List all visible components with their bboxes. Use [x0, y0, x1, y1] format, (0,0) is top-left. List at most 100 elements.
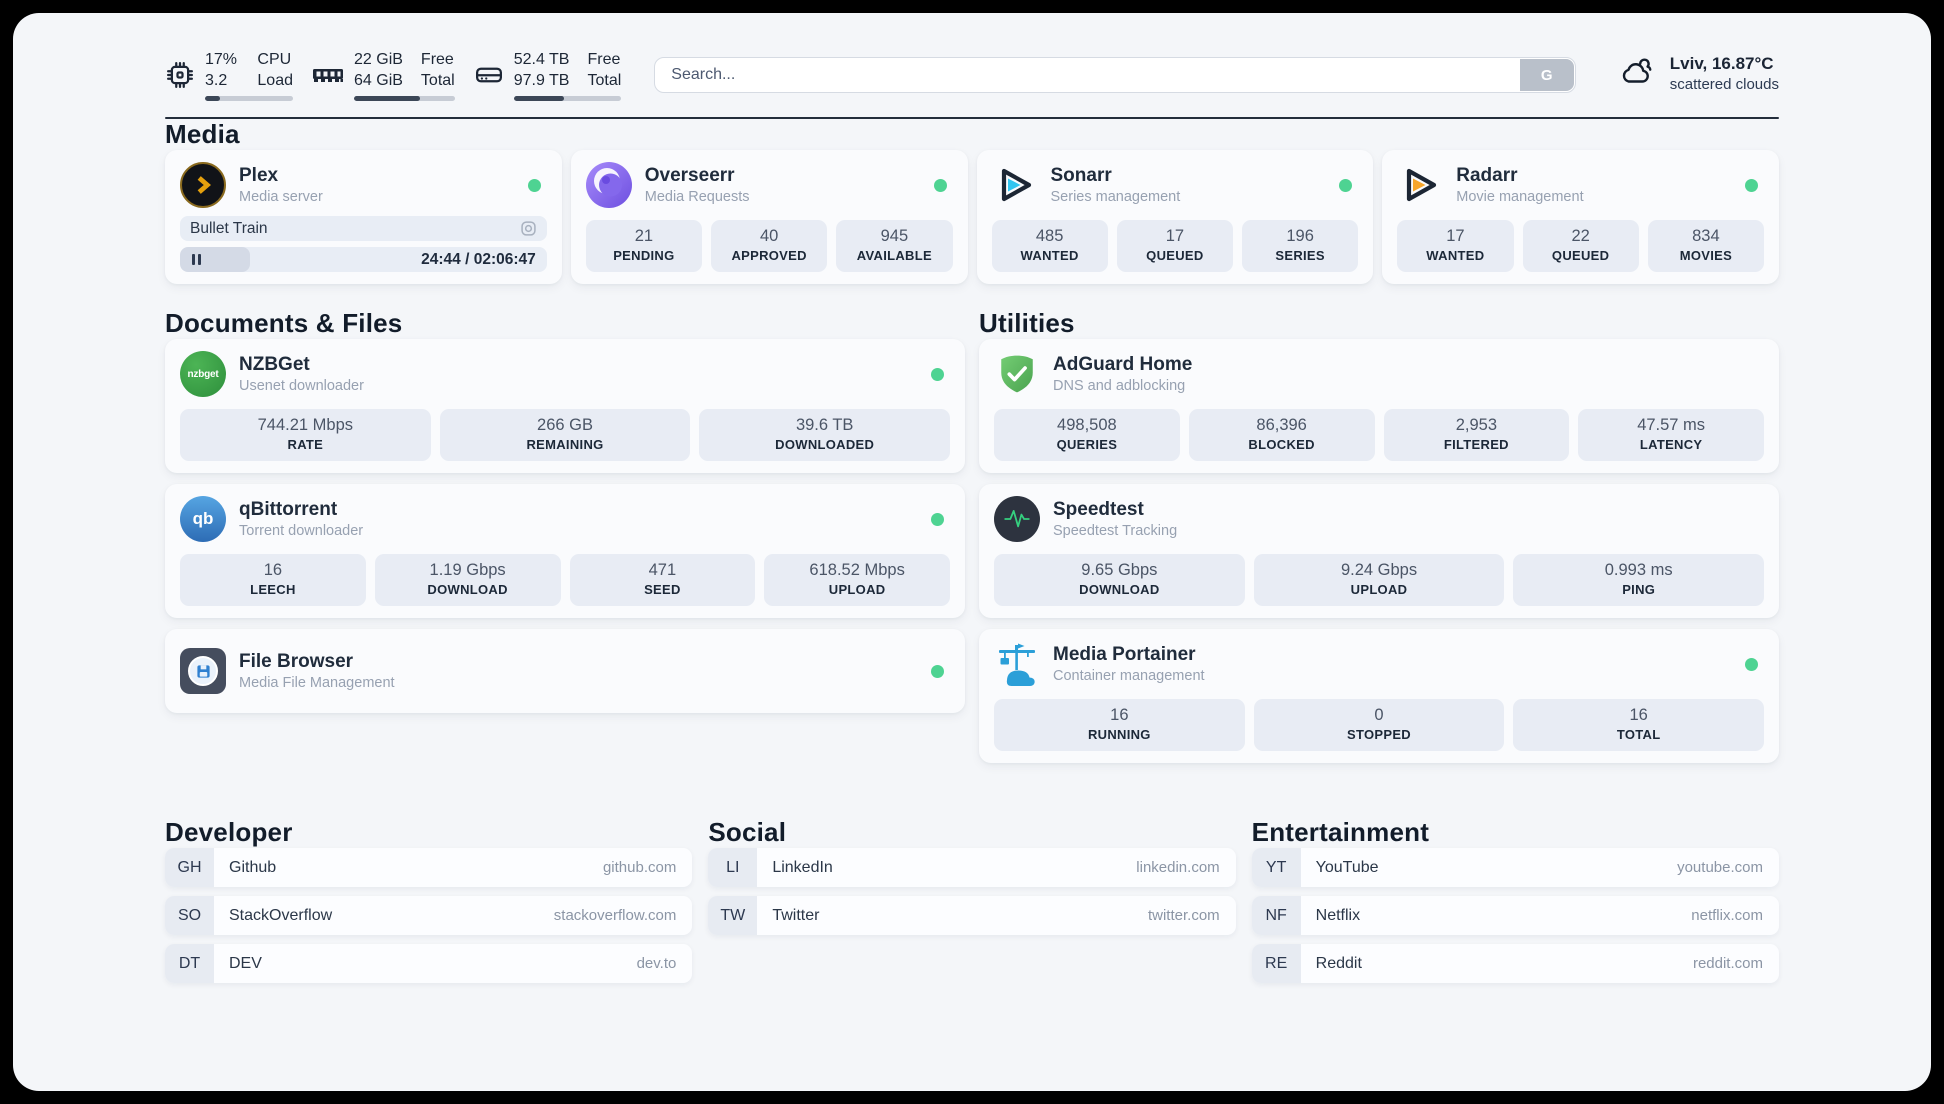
bookmark-linkedin[interactable]: LI LinkedIn linkedin.com: [708, 848, 1236, 887]
stat-pending: 21 PENDING: [585, 220, 702, 272]
bookmark-abbr: GH: [165, 848, 214, 887]
bookmark-url: linkedin.com: [1136, 859, 1220, 876]
stat-wanted: 17 WANTED: [1397, 220, 1514, 272]
stat-queued: 22 QUEUED: [1522, 220, 1639, 272]
app-subtitle: Speedtest Tracking: [1053, 523, 1178, 539]
documents-column: Documents & Files nzbget NZBGet Usenet d…: [165, 308, 965, 713]
search-engine-button[interactable]: G: [1519, 59, 1574, 91]
section-title-media: Media: [165, 119, 240, 149]
bookmark-twitter[interactable]: TW Twitter twitter.com: [708, 896, 1236, 935]
pause-icon[interactable]: [192, 254, 201, 265]
bookmark-name: DEV: [229, 954, 262, 972]
search-input[interactable]: [654, 57, 1576, 93]
bookmark-name: YouTube: [1315, 858, 1379, 876]
status-indicator: [527, 178, 541, 192]
session-screen-icon[interactable]: [520, 220, 537, 237]
bookmark-url: netflix.com: [1691, 907, 1763, 924]
bookmark-abbr: LI: [708, 848, 758, 887]
bookmark-url: reddit.com: [1692, 955, 1763, 972]
section-title-developer: Developer: [165, 817, 293, 847]
memory-usage-bar: [354, 96, 455, 101]
memory-total: 64 GiB: [354, 72, 403, 89]
memory-widget: 22 GiB 64 GiB Free Total: [312, 49, 455, 101]
cpu-widget: 17% 3.2 CPU Load: [165, 49, 293, 101]
cpu-label-2: Load: [257, 72, 293, 89]
app-title: Speedtest: [1053, 499, 1144, 520]
app-card-radarr[interactable]: Radarr Movie management 17 WANTED 22 QUEUE…: [1382, 150, 1779, 284]
developer-column: Developer GH Github github.com SO StackO…: [165, 817, 693, 983]
stat-upload: 9.24 Gbps UPLOAD: [1253, 554, 1505, 606]
app-card-qbittorrent[interactable]: qb qBittorrent Torrent downloader 16 LEEC…: [165, 484, 965, 618]
app-title: Overseerr: [644, 165, 735, 186]
status-indicator: [1745, 178, 1758, 192]
app-subtitle: Torrent downloader: [239, 523, 364, 539]
stat-download: 1.19 Gbps DOWNLOAD: [374, 554, 561, 606]
weather-condition: scattered clouds: [1669, 76, 1779, 93]
app-subtitle: Movie management: [1456, 189, 1584, 205]
bookmark-github[interactable]: GH Github github.com: [165, 848, 693, 887]
app-subtitle: Container management: [1053, 668, 1205, 684]
disk-widget: 52.4 TB 97.9 TB Free Total: [474, 49, 622, 101]
app-card-speedtest[interactable]: Speedtest Speedtest Tracking 9.65 Gbps DO…: [979, 484, 1779, 618]
bookmark-abbr: SO: [165, 896, 214, 935]
weather-location-temp: Lviv, 16.87°C: [1669, 54, 1774, 73]
app-title: qBittorrent: [239, 499, 338, 520]
bookmark-abbr: NF: [1251, 896, 1301, 935]
bookmark-url: youtube.com: [1677, 859, 1763, 876]
bookmark-abbr: DT: [165, 944, 214, 983]
app-card-overseerr[interactable]: Overseerr Media Requests 21 PENDING 40 APP…: [570, 150, 968, 284]
header-divider: [165, 117, 1779, 119]
stat-seed: 471 SEED: [569, 554, 756, 606]
cpu-icon: [165, 60, 195, 90]
bookmark-url: twitter.com: [1147, 907, 1220, 924]
search-box: G: [654, 57, 1576, 93]
stat-ping: 0.993 ms PING: [1513, 554, 1765, 606]
status-indicator: [931, 664, 944, 678]
app-subtitle: Media server: [239, 189, 323, 205]
app-title: AdGuard Home: [1053, 354, 1193, 375]
section-title-entertainment: Entertainment: [1251, 817, 1430, 847]
bookmark-reddit[interactable]: RE Reddit reddit.com: [1251, 944, 1779, 983]
filebrowser-icon: [180, 648, 226, 694]
app-card-plex[interactable]: Plex Media server Bullet Train 24:44 / 0…: [165, 150, 562, 284]
bookmark-name: Github: [229, 858, 277, 876]
app-title: Media Portainer: [1053, 644, 1196, 665]
sonarr-icon: [992, 162, 1038, 208]
app-card-filebrowser[interactable]: File Browser Media File Management: [165, 629, 965, 713]
app-card-portainer[interactable]: Media Portainer Container management 16 R…: [979, 629, 1779, 763]
disk-free: 52.4 TB: [513, 51, 570, 68]
bookmark-name: Reddit: [1315, 954, 1362, 972]
stat-stopped: 0 STOPPED: [1253, 699, 1505, 751]
playback-time: 24:44 / 02:06:47: [421, 250, 536, 268]
app-title: Radarr: [1456, 165, 1518, 186]
disk-total: 97.9 TB: [513, 72, 570, 89]
disk-icon: [474, 60, 504, 90]
entertainment-column: Entertainment YT YouTube youtube.com NF …: [1251, 817, 1779, 983]
app-subtitle: Series management: [1050, 189, 1181, 205]
cpu-percent: 17%: [205, 51, 238, 68]
bookmark-name: Twitter: [772, 906, 820, 924]
dashboard-panel: 17% 3.2 CPU Load 22 GiB 64 GiB Free Total: [13, 13, 1931, 1091]
app-subtitle: Media File Management: [239, 675, 395, 691]
social-column: Social LI LinkedIn linkedin.com TW Twitt…: [708, 817, 1236, 935]
app-title: File Browser: [239, 651, 354, 672]
bookmark-dev[interactable]: DT DEV dev.to: [165, 944, 693, 983]
bookmark-netflix[interactable]: NF Netflix netflix.com: [1251, 896, 1779, 935]
bookmark-stackoverflow[interactable]: SO StackOverflow stackoverflow.com: [165, 896, 693, 935]
app-card-nzbget[interactable]: nzbget NZBGet Usenet downloader 744.21 M…: [165, 339, 965, 473]
memory-usage-fill: [354, 96, 421, 101]
memory-label-1: Free: [420, 51, 454, 68]
stat-available: 945 AVAILABLE: [836, 220, 953, 272]
app-card-adguard[interactable]: AdGuard Home DNS and adblocking 498,508 Q…: [979, 339, 1779, 473]
memory-free: 22 GiB: [354, 51, 403, 68]
app-subtitle: DNS and adblocking: [1053, 378, 1186, 394]
cpu-usage-bar: [205, 96, 293, 101]
bookmark-youtube[interactable]: YT YouTube youtube.com: [1251, 848, 1779, 887]
app-card-sonarr[interactable]: Sonarr Series management 485 WANTED 17 QUE…: [976, 150, 1374, 284]
disk-label-2: Total: [587, 72, 622, 89]
stat-download: 9.65 Gbps DOWNLOAD: [994, 554, 1245, 606]
section-title-utilities: Utilities: [979, 308, 1075, 338]
app-title: NZBGet: [239, 354, 310, 375]
speedtest-icon: [994, 496, 1040, 542]
media-grid: Plex Media server Bullet Train 24:44 / 0…: [165, 150, 1779, 284]
